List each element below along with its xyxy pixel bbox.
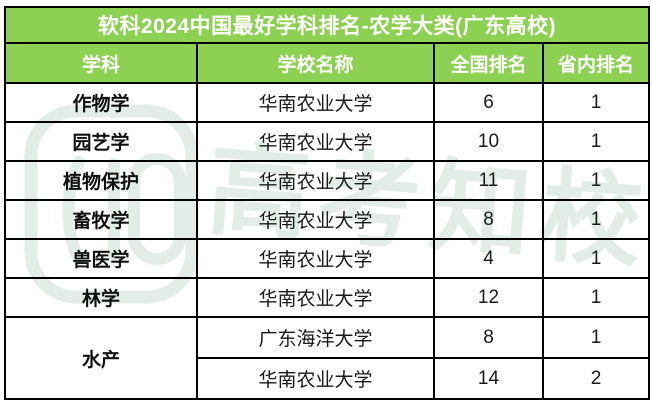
national-rank-cell: 12 xyxy=(433,277,544,318)
subject-cell-merged: 水产 xyxy=(4,316,198,400)
provincial-rank-cell: 1 xyxy=(541,316,651,359)
national-rank-cell: 14 xyxy=(433,357,544,400)
provincial-rank-cell: 1 xyxy=(541,238,651,279)
column-header-subject: 学科 xyxy=(4,42,198,84)
school-cell: 广东海洋大学 xyxy=(196,316,435,359)
school-cell: 华南农业大学 xyxy=(196,160,435,201)
national-rank-cell: 10 xyxy=(433,121,544,162)
school-cell: 华南农业大学 xyxy=(196,121,435,162)
provincial-rank-cell: 1 xyxy=(541,277,651,318)
ranking-table: 软科2024中国最好学科排名-农学大类(广东高校) 学科 学校名称 全国排名 省… xyxy=(3,6,651,400)
school-cell: 华南农业大学 xyxy=(196,199,435,240)
table-row: 园艺学 华南农业大学 10 1 xyxy=(4,121,651,162)
table-row: 植物保护 华南农业大学 11 1 xyxy=(4,160,651,201)
table-row: 畜牧学 华南农业大学 8 1 xyxy=(4,199,651,240)
column-header-provincial: 省内排名 xyxy=(541,42,651,84)
provincial-rank-cell: 1 xyxy=(541,160,651,201)
provincial-rank-cell: 1 xyxy=(541,199,651,240)
column-header-national: 全国排名 xyxy=(433,42,544,84)
national-rank-cell: 6 xyxy=(433,82,544,123)
subject-cell: 林学 xyxy=(4,277,198,318)
provincial-rank-cell: 1 xyxy=(541,82,651,123)
column-header-school: 学校名称 xyxy=(196,42,435,84)
table-row: 兽医学 华南农业大学 4 1 xyxy=(4,238,651,279)
school-cell: 华南农业大学 xyxy=(196,277,435,318)
national-rank-cell: 4 xyxy=(433,238,544,279)
school-cell: 华南农业大学 xyxy=(196,82,435,123)
national-rank-cell: 11 xyxy=(433,160,544,201)
subject-cell: 园艺学 xyxy=(4,121,198,162)
subject-cell: 畜牧学 xyxy=(4,199,198,240)
table-row: 作物学 华南农业大学 6 1 xyxy=(4,82,651,123)
provincial-rank-cell: 2 xyxy=(541,357,651,400)
national-rank-cell: 8 xyxy=(433,316,544,359)
table-title: 软科2024中国最好学科排名-农学大类(广东高校) xyxy=(3,6,651,44)
subject-cell: 兽医学 xyxy=(4,238,198,279)
provincial-rank-cell: 1 xyxy=(541,121,651,162)
subject-cell: 作物学 xyxy=(4,82,198,123)
table-row: 水产 广东海洋大学 8 1 xyxy=(4,316,651,400)
table-row: 林学 华南农业大学 12 1 xyxy=(4,277,651,318)
table-title-row: 软科2024中国最好学科排名-农学大类(广东高校) xyxy=(3,6,651,44)
school-cell: 华南农业大学 xyxy=(196,238,435,279)
national-rank-cell: 8 xyxy=(433,199,544,240)
school-cell: 华南农业大学 xyxy=(196,357,435,400)
subject-cell: 植物保护 xyxy=(4,160,198,201)
table-header-row: 学科 学校名称 全国排名 省内排名 xyxy=(4,42,651,84)
table-row: 华南农业大学 14 2 xyxy=(5,357,651,400)
